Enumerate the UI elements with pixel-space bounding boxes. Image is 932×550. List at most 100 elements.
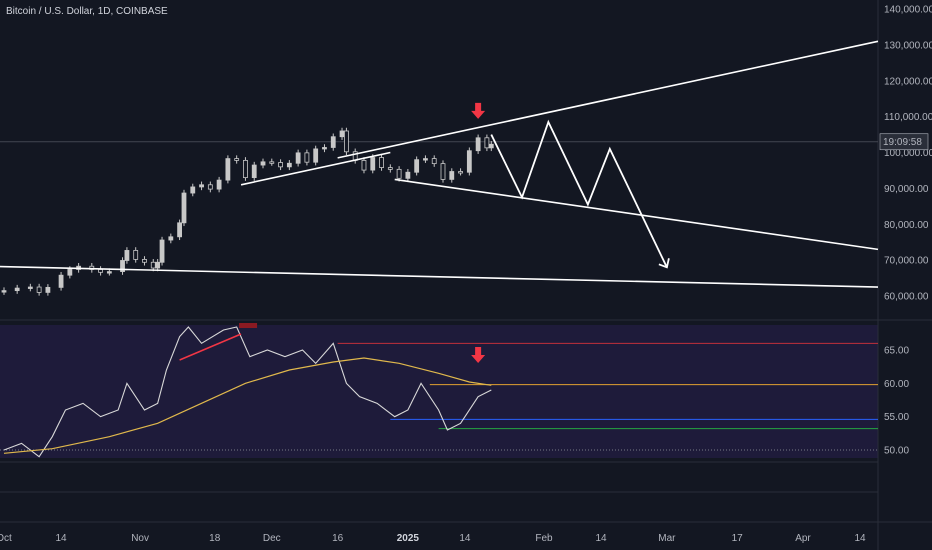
- rsi-moving-average[interactable]: [3, 357, 492, 454]
- candle[interactable]: [304, 152, 310, 163]
- rsi-background-band: [0, 325, 878, 458]
- countdown-timer: 19:09:58: [883, 137, 922, 148]
- time-tick-label: Oct: [0, 533, 12, 544]
- candle[interactable]: [1, 290, 7, 293]
- price-tick-label: 70,000.00: [884, 256, 929, 267]
- candle[interactable]: [155, 261, 161, 269]
- time-axis[interactable]: Oct 14 Nov 18 Dec 16 2025 14 Feb 14 Mar 17 Apr 14: [0, 533, 866, 544]
- candle[interactable]: [269, 161, 275, 164]
- long-base-line[interactable]: [0, 265, 879, 288]
- price-tick-label: 140,000.00: [884, 5, 932, 16]
- drawing-layer[interactable]: [0, 40, 879, 363]
- candle[interactable]: [181, 192, 187, 224]
- rsi-layer[interactable]: [0, 323, 878, 458]
- candle[interactable]: [484, 137, 490, 149]
- time-tick-label: Dec: [263, 533, 281, 544]
- candle[interactable]: [361, 159, 367, 171]
- time-tick-label: Nov: [131, 533, 149, 544]
- candle[interactable]: [278, 162, 283, 168]
- candle[interactable]: [396, 168, 402, 179]
- time-tick-label: Apr: [795, 533, 811, 544]
- rsi-overbought-marker: [239, 323, 258, 328]
- candle[interactable]: [225, 158, 231, 181]
- candle[interactable]: [199, 184, 204, 188]
- candle[interactable]: [488, 143, 494, 149]
- price-tick-label: 110,000.00: [884, 112, 932, 123]
- price-tick-label: 130,000.00: [884, 40, 932, 51]
- candle[interactable]: [286, 162, 292, 168]
- price-tick-label: 120,000.00: [884, 76, 932, 87]
- time-tick-label: 14: [56, 533, 68, 544]
- rising-support-line[interactable]: [240, 151, 391, 186]
- time-tick-label: 14: [854, 533, 866, 544]
- candle[interactable]: [27, 286, 33, 289]
- falling-support-line[interactable]: [394, 178, 879, 251]
- candle[interactable]: [207, 184, 213, 190]
- candle[interactable]: [431, 158, 437, 165]
- projection-arrowhead: [658, 258, 670, 269]
- rsi-down-arrow[interactable]: [471, 347, 486, 363]
- candle[interactable]: [322, 147, 327, 150]
- rising-resistance-line[interactable]: [337, 40, 879, 159]
- candle[interactable]: [440, 163, 446, 180]
- candle[interactable]: [295, 152, 301, 164]
- candle[interactable]: [387, 167, 393, 170]
- candle[interactable]: [177, 222, 183, 238]
- time-tick-label: 2025: [397, 533, 420, 544]
- rsi-line[interactable]: [3, 326, 492, 458]
- candle[interactable]: [339, 130, 345, 138]
- candle-layer[interactable]: [1, 127, 494, 296]
- chart-title: Bitcoin / U.S. Dollar, 1D, COINBASE: [6, 6, 168, 17]
- price-tick-label: 100,000.00: [884, 148, 932, 159]
- candle[interactable]: [330, 136, 336, 148]
- candle[interactable]: [475, 137, 481, 152]
- candle[interactable]: [313, 148, 319, 163]
- rsi-tick-label: 55.00: [884, 412, 909, 423]
- candle[interactable]: [98, 269, 103, 273]
- candle[interactable]: [142, 259, 147, 263]
- rsi-divergence-line[interactable]: [179, 333, 242, 361]
- candle[interactable]: [67, 269, 73, 276]
- candle[interactable]: [45, 286, 51, 293]
- candle[interactable]: [423, 158, 428, 161]
- candle[interactable]: [414, 159, 420, 173]
- time-tick-label: Feb: [535, 533, 553, 544]
- time-tick-label: 16: [332, 533, 344, 544]
- candle[interactable]: [106, 271, 112, 274]
- candle[interactable]: [150, 261, 156, 269]
- candle[interactable]: [405, 171, 411, 179]
- time-tick-label: 14: [459, 533, 471, 544]
- candle[interactable]: [449, 171, 455, 180]
- candle[interactable]: [120, 260, 125, 273]
- candle[interactable]: [344, 130, 349, 153]
- candle[interactable]: [36, 286, 42, 293]
- rsi-tick-label: 50.00: [884, 446, 909, 457]
- candle[interactable]: [124, 250, 130, 261]
- candle[interactable]: [370, 157, 376, 171]
- price-tick-label: 80,000.00: [884, 220, 929, 231]
- price-down-arrow[interactable]: [471, 102, 486, 119]
- candle[interactable]: [133, 250, 139, 260]
- candle[interactable]: [190, 186, 196, 194]
- price-axis[interactable]: 60,000.00 70,000.00 80,000.00 90,000.00 100,…: [879, 5, 932, 303]
- rsi-axis[interactable]: 50.00 55.00 60.00 65.00: [884, 346, 909, 457]
- candle[interactable]: [243, 159, 248, 179]
- candle[interactable]: [234, 158, 240, 161]
- candle[interactable]: [159, 239, 165, 263]
- projection-path[interactable]: [490, 119, 668, 268]
- candle[interactable]: [458, 171, 463, 174]
- candle[interactable]: [379, 157, 384, 168]
- price-tick-label: 90,000.00: [884, 184, 929, 195]
- candle[interactable]: [168, 236, 174, 241]
- candle[interactable]: [251, 164, 257, 179]
- candle[interactable]: [466, 150, 472, 173]
- candle[interactable]: [58, 274, 64, 288]
- candle[interactable]: [216, 179, 222, 190]
- candle[interactable]: [14, 287, 20, 292]
- time-tick-label: 14: [595, 533, 607, 544]
- time-tick-label: 18: [209, 533, 221, 544]
- candle[interactable]: [260, 161, 266, 166]
